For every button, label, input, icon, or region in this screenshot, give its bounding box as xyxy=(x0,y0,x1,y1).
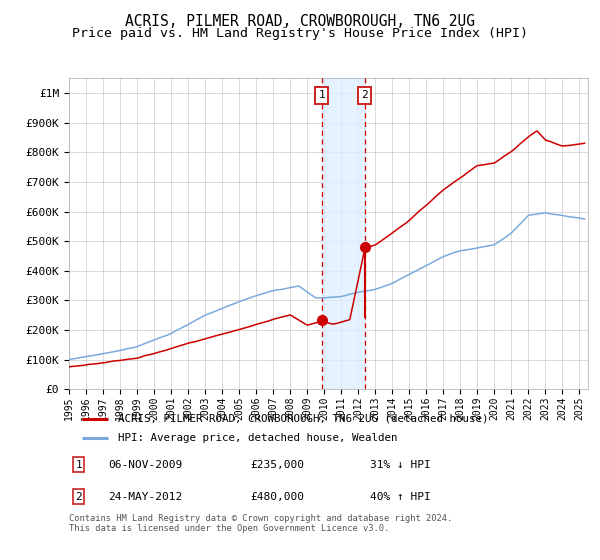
Text: Price paid vs. HM Land Registry's House Price Index (HPI): Price paid vs. HM Land Registry's House … xyxy=(72,27,528,40)
Text: 06-NOV-2009: 06-NOV-2009 xyxy=(108,460,182,470)
Text: 2: 2 xyxy=(75,492,82,502)
Text: ACRIS, PILMER ROAD, CROWBOROUGH, TN6 2UG (detached house): ACRIS, PILMER ROAD, CROWBOROUGH, TN6 2UG… xyxy=(118,414,489,424)
Text: 40% ↑ HPI: 40% ↑ HPI xyxy=(370,492,431,502)
Text: 2: 2 xyxy=(362,91,368,100)
Text: 31% ↓ HPI: 31% ↓ HPI xyxy=(370,460,431,470)
Text: 1: 1 xyxy=(319,91,325,100)
Text: 1: 1 xyxy=(75,460,82,470)
Text: £235,000: £235,000 xyxy=(251,460,305,470)
Text: HPI: Average price, detached house, Wealden: HPI: Average price, detached house, Weal… xyxy=(118,433,398,443)
Text: Contains HM Land Registry data © Crown copyright and database right 2024.
This d: Contains HM Land Registry data © Crown c… xyxy=(69,514,452,534)
Text: ACRIS, PILMER ROAD, CROWBOROUGH, TN6 2UG: ACRIS, PILMER ROAD, CROWBOROUGH, TN6 2UG xyxy=(125,14,475,29)
Text: £480,000: £480,000 xyxy=(251,492,305,502)
Text: 24-MAY-2012: 24-MAY-2012 xyxy=(108,492,182,502)
Bar xyxy=(322,78,365,389)
